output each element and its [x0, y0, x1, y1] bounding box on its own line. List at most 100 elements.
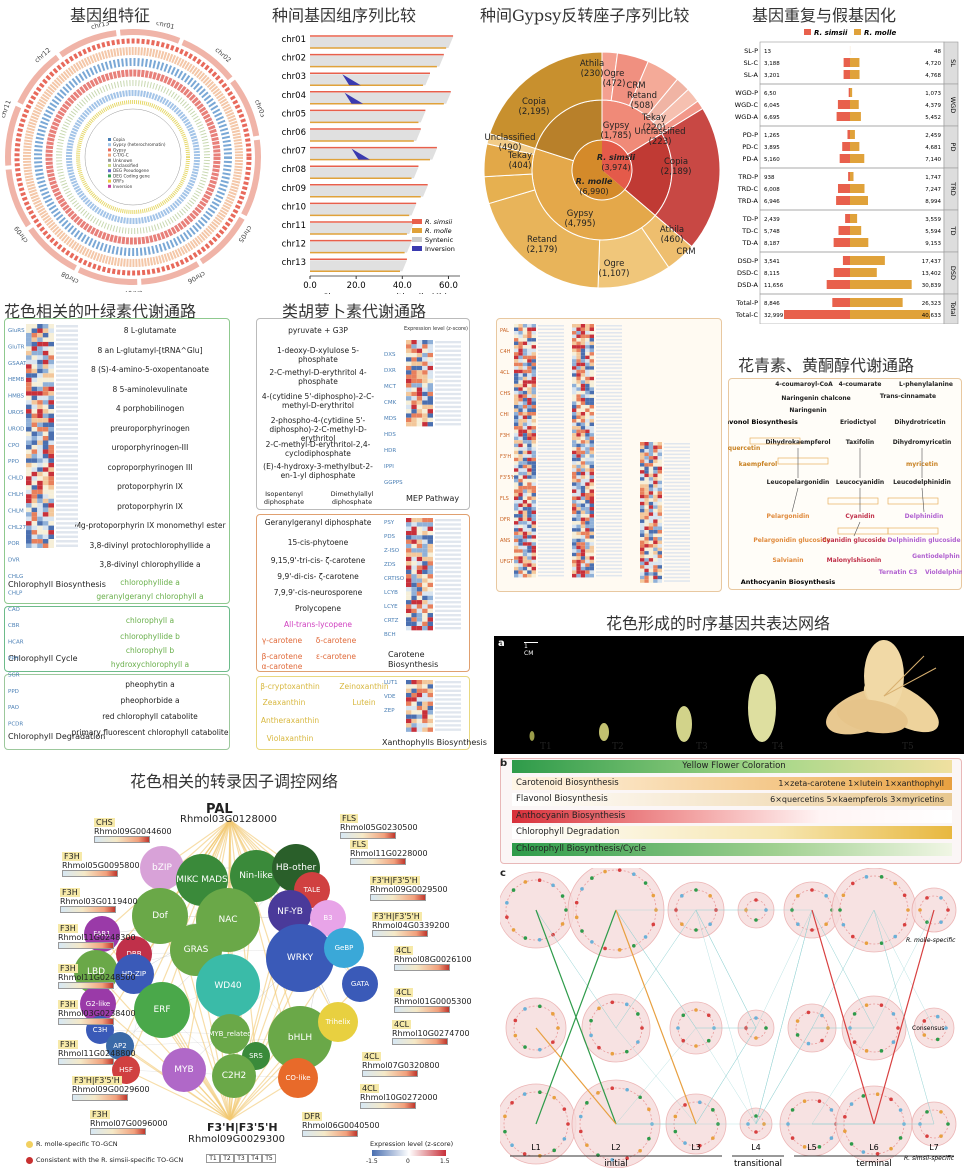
heatmap-cell [26, 503, 32, 508]
heatmap-cell [422, 417, 428, 423]
heatmap-cell [531, 514, 536, 518]
heatmap-cell [589, 542, 594, 546]
mep-gene-label: DXR [384, 368, 396, 374]
heatmap-cell [422, 422, 428, 427]
heatmap-gene-id [664, 573, 690, 575]
coex-gene-node [817, 1145, 822, 1149]
heatmap-cell [576, 528, 581, 532]
heatmap-gene-id [538, 413, 564, 415]
heatmap-cell [42, 453, 49, 459]
dup-value-left: 6,946 [764, 199, 780, 205]
heatmap-cell [427, 365, 433, 371]
heatmap-gene-id [56, 405, 78, 409]
heatmap-cell [514, 401, 519, 405]
coex-gene-node [603, 946, 607, 951]
heatmap-gene-id [538, 479, 564, 482]
heatmap-cell [31, 324, 38, 329]
heatmap-cell [585, 387, 590, 391]
heatmap-cell [406, 365, 412, 371]
heatmap-cell [518, 359, 523, 363]
carotene-gene-label: PDS [384, 534, 396, 540]
heatmap-cell [585, 327, 590, 332]
chlorophyll-cycle-step: chlorophyll b [125, 646, 175, 655]
synteny-legend-swatch [412, 228, 422, 233]
tf-target-gene: FLS Rhmol11G0228000 [350, 840, 428, 865]
heatmap-cell [585, 419, 590, 423]
heatmap-gene-id [596, 395, 622, 397]
heatmap-cell [411, 705, 417, 711]
pal-hub-label: PAL [206, 802, 233, 817]
heatmap-cell [427, 378, 433, 384]
tf-target-gene-id: Rhmol11G0248800 [58, 1049, 136, 1058]
heatmap-cell [422, 701, 428, 706]
sunburst-segment-label: Tekay (220) [641, 113, 666, 133]
heatmap-gene-id [596, 328, 622, 331]
heatmap-cell [580, 408, 586, 412]
heatmap-gene-id [435, 588, 461, 591]
heatmap-gene-id [664, 559, 690, 561]
heatmap-cell [31, 489, 38, 495]
heatmap-cell [522, 404, 528, 409]
chlorophyll-cycle-step: hydroxychlorophyll a [110, 660, 190, 669]
heatmap-cell [422, 578, 428, 583]
heatmap-cell [527, 355, 532, 360]
heatmap-cell [518, 517, 523, 522]
synteny-block [310, 241, 412, 253]
heatmap-cell [576, 338, 581, 342]
inversion-block [351, 148, 370, 160]
heatmap-cell [531, 422, 536, 427]
heatmap-cell [42, 328, 49, 333]
heatmap-gene-id [56, 517, 78, 521]
heatmap-cell [576, 559, 581, 564]
heatmap-cell [657, 459, 662, 464]
chlorophyll-step: 8 (S)-4-amino-5-oxopentanoate [90, 365, 210, 374]
heatmap-cell [422, 714, 428, 719]
heatmap-cell [580, 563, 586, 567]
heatmap-gene-id [538, 346, 564, 348]
heatmap-cell [522, 542, 528, 546]
heatmap-cell [531, 380, 536, 384]
heatmap-gene-id [596, 384, 622, 387]
heatmap-gene-id [538, 370, 564, 373]
heatmap-cell [422, 518, 428, 523]
heatmap-gene-id [664, 450, 690, 452]
sunburst-segment-label: CRM [626, 81, 645, 91]
heatmap-cell [576, 475, 581, 479]
heatmap-cell [31, 503, 38, 508]
heatmap-gene-id [435, 618, 461, 621]
coex-gene-node [852, 1012, 857, 1016]
heatmap-cell [522, 570, 528, 574]
dup-row-label: TD-P [742, 215, 758, 223]
heatmap-cell [653, 547, 658, 552]
coex-gene-node [694, 888, 698, 892]
heatmap-gene-id [664, 488, 690, 491]
heatmap-cell [518, 482, 523, 486]
heatmap-cell [585, 464, 590, 469]
heatmap-cell [411, 621, 417, 626]
coex-gene-node [861, 1094, 866, 1098]
circos-legend-item: Inversion [113, 184, 133, 189]
heatmap-gene-id [435, 384, 461, 387]
heatmap-cell [48, 368, 54, 374]
heatmap-cell [580, 535, 586, 539]
heatmap-cell [648, 508, 654, 513]
coex-gene-node [795, 1019, 800, 1023]
heatmap-gene-id [664, 453, 690, 456]
heatmap-cell [406, 595, 412, 601]
heatmap-gene-id [435, 349, 461, 352]
anthocyanin-node: quercetin [728, 445, 760, 452]
dup-value-right: 7,247 [925, 187, 941, 193]
heatmap-cell [640, 558, 645, 562]
heatmap-cell [576, 412, 581, 416]
heatmap-gene-id [435, 579, 461, 582]
dup-group-name: TD [949, 226, 957, 236]
heatmap-cell [585, 324, 590, 328]
heatmap-cell [514, 327, 519, 332]
heatmap-cell [648, 505, 654, 509]
heatmap-cell [37, 467, 43, 472]
heatmap-gene-id [538, 529, 564, 531]
heatmap-cell [422, 400, 428, 405]
heatmap-cell [640, 515, 645, 520]
panel-c-label: c [500, 868, 506, 879]
heatmap-cell [576, 426, 581, 430]
